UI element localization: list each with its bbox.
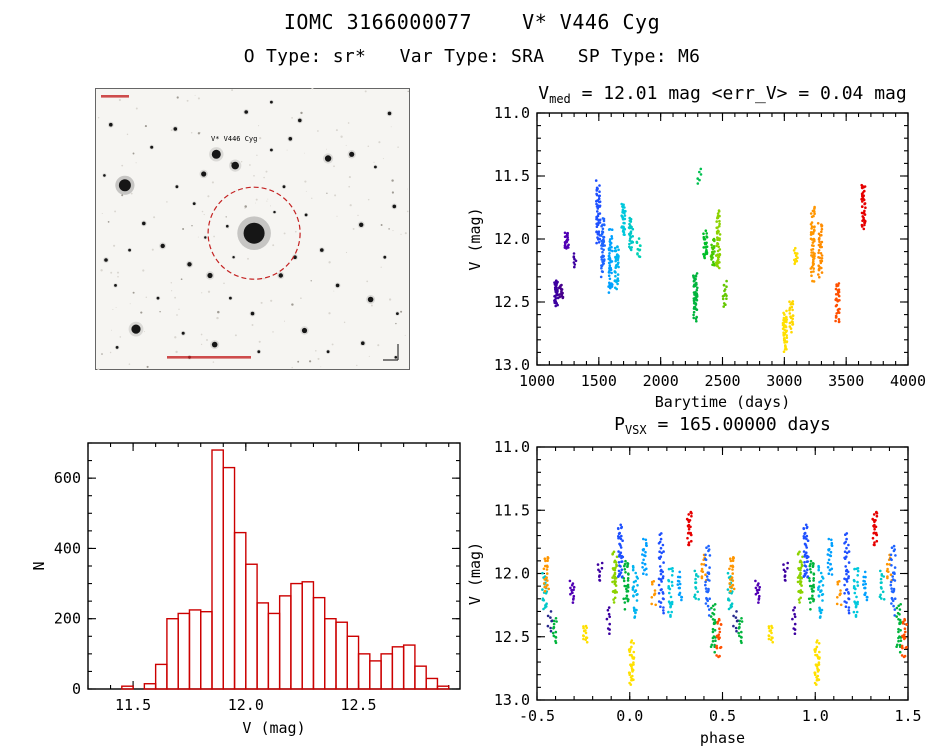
svg-text:600: 600 xyxy=(54,469,81,487)
svg-text:12.5: 12.5 xyxy=(494,293,530,311)
x-axis-label: V (mag) xyxy=(242,719,305,737)
svg-text:12.5: 12.5 xyxy=(494,628,530,646)
finder-chart-svg: V* V446 Cyg xyxy=(95,88,410,370)
svg-text:0.5: 0.5 xyxy=(709,707,736,725)
plot-title: PVSX = 165.00000 days xyxy=(614,414,831,437)
histogram-svg: 11.5 12.0 12.5 0 200 400 600 V (mag) N xyxy=(30,442,461,737)
plot-title: Vmed = 12.01 mag <err_V> = 0.04 mag xyxy=(538,83,906,106)
svg-text:12.0: 12.0 xyxy=(494,565,530,583)
y-axis-label: V (mag) xyxy=(466,542,484,605)
target-circle xyxy=(207,186,301,280)
svg-text:11.0: 11.0 xyxy=(494,104,530,122)
svg-text:12.5: 12.5 xyxy=(340,696,376,714)
svg-text:13.0: 13.0 xyxy=(494,356,530,374)
y-axis-label: V (mag) xyxy=(466,207,484,270)
finder-chart: V* V446 Cyg xyxy=(95,88,410,370)
finder-corner-annotation xyxy=(101,95,129,98)
svg-text:1.5: 1.5 xyxy=(894,707,921,725)
svg-text:4000: 4000 xyxy=(890,372,926,390)
axis-box xyxy=(536,446,909,701)
svg-text:3000: 3000 xyxy=(766,372,802,390)
finder-bottom-annotation xyxy=(167,356,251,359)
data-points xyxy=(553,167,867,354)
page-subtitle: O Type: sr* Var Type: SRA SP Type: M6 xyxy=(243,46,701,67)
svg-text:11.5: 11.5 xyxy=(494,167,530,185)
y-axis-label: N xyxy=(30,561,48,570)
histogram-bars xyxy=(121,449,450,690)
tick-marks xyxy=(536,446,909,701)
svg-text:2000: 2000 xyxy=(643,372,679,390)
phase-panel: -0.5 0.0 0.5 1.0 1.5 11.0 11.5 12.0 12.5 13.0 phas… xyxy=(460,408,944,747)
svg-text:-0.5: -0.5 xyxy=(519,707,555,725)
star-field xyxy=(102,99,400,360)
phase-folded-svg: -0.5 0.0 0.5 1.0 1.5 11.0 11.5 12.0 12.5 13.0 phas… xyxy=(466,414,922,747)
tick-marks xyxy=(536,112,909,366)
svg-text:1500: 1500 xyxy=(581,372,617,390)
tick-labels: -0.5 0.0 0.5 1.0 1.5 11.0 11.5 12.0 12.5 13.0 xyxy=(494,438,922,725)
data-points xyxy=(541,510,908,686)
x-axis-label: Barytime (days) xyxy=(655,393,790,411)
svg-text:13.0: 13.0 xyxy=(494,691,530,709)
svg-text:0.0: 0.0 xyxy=(616,707,643,725)
svg-text:200: 200 xyxy=(54,610,81,628)
svg-text:1.0: 1.0 xyxy=(802,707,829,725)
compass-mark xyxy=(383,344,399,361)
svg-text:11.5: 11.5 xyxy=(494,501,530,519)
svg-text:1000: 1000 xyxy=(519,372,555,390)
histogram-panel: 11.5 12.0 12.5 0 200 400 600 V (mag) N xyxy=(30,425,480,747)
svg-text:12.0: 12.0 xyxy=(494,230,530,248)
axis-box xyxy=(536,112,909,366)
lightcurve-svg: 1000 1500 2000 2500 3000 3500 4000 11.0 11.5 12.0… xyxy=(466,83,926,411)
svg-text:0: 0 xyxy=(72,680,81,698)
tick-labels: 1000 1500 2000 2500 3000 3500 4000 11.0 11.5 12.0… xyxy=(494,104,926,390)
svg-text:11.5: 11.5 xyxy=(115,696,151,714)
lightcurve-panel: 1000 1500 2000 2500 3000 3500 4000 11.0 11.5 12.0… xyxy=(460,82,944,415)
svg-text:3500: 3500 xyxy=(828,372,864,390)
tick-labels: 11.5 12.0 12.5 0 200 400 600 xyxy=(54,469,377,714)
finder-target-label: V* V446 Cyg xyxy=(211,135,257,143)
svg-text:11.0: 11.0 xyxy=(494,438,530,456)
svg-text:12.0: 12.0 xyxy=(228,696,264,714)
x-axis-label: phase xyxy=(700,729,745,747)
background-noise xyxy=(97,88,409,370)
page-title: IOMC 3166000077 V* V446 Cyg xyxy=(283,10,661,34)
svg-text:400: 400 xyxy=(54,539,81,557)
svg-text:2500: 2500 xyxy=(704,372,740,390)
